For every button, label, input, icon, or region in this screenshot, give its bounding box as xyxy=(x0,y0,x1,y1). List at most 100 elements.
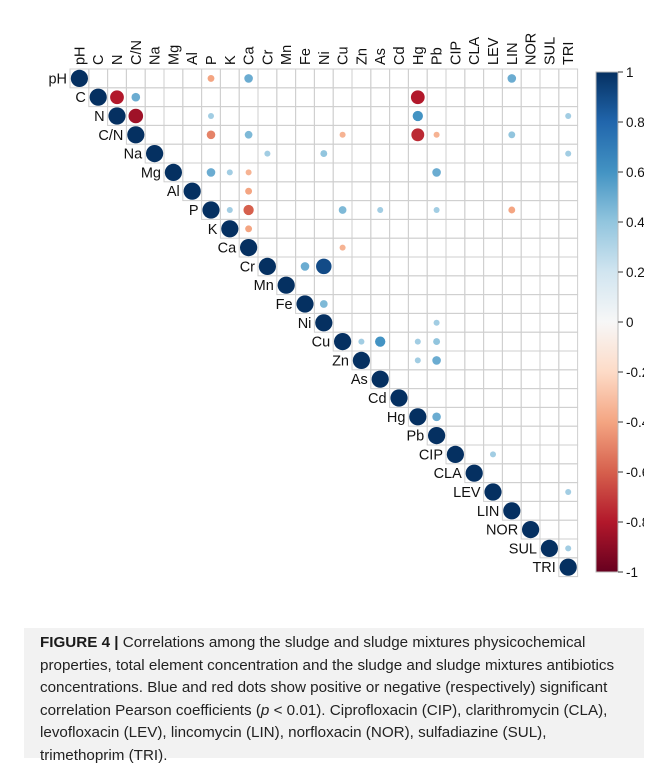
corr-dot-al-al xyxy=(183,182,201,200)
column-label-fe: Fe xyxy=(298,48,314,65)
corr-dot-k-ca xyxy=(245,225,253,233)
corr-dot-cu-cu xyxy=(334,333,352,351)
corr-dot-fe-ni xyxy=(319,300,328,308)
corr-dot-p-as xyxy=(377,206,384,214)
corr-dot-tri-tri xyxy=(559,558,577,576)
row-label-lin: LIN xyxy=(477,504,500,520)
corr-dot-cu-zn xyxy=(358,338,365,345)
corr-dot-na-cr xyxy=(264,150,271,157)
row-label-al: Al xyxy=(167,184,180,200)
corr-dot-lin-lin xyxy=(503,502,521,520)
colorbar-tick-label: -0.6 xyxy=(626,465,644,480)
colorbar-tick-label: -1 xyxy=(626,565,638,580)
corr-dot-p-p xyxy=(202,201,220,219)
row-label-tri: TRI xyxy=(532,560,555,576)
corr-dot-as-as xyxy=(371,370,389,388)
corr-dot-ca-cu xyxy=(339,244,346,251)
row-label-hg: Hg xyxy=(387,410,406,426)
corr-dot-cd-cd xyxy=(390,389,408,407)
colorbar-tick-label: 0.6 xyxy=(626,165,644,180)
colorbar-tick-label: 0 xyxy=(626,315,634,330)
corr-dot-zn-pb xyxy=(432,356,441,365)
column-label-sul: SUL xyxy=(542,37,558,65)
row-label-n: N xyxy=(94,109,104,125)
row-label-c-n: C/N xyxy=(98,128,123,144)
colorbar-tick-label: -0.2 xyxy=(626,365,644,380)
figure-caption: FIGURE 4 | Correlations among the sludge… xyxy=(40,632,630,767)
corr-dot-c-n-lin xyxy=(508,131,516,139)
row-label-mn: Mn xyxy=(254,278,274,294)
column-label-k: K xyxy=(223,55,239,65)
corr-dot-p-pb xyxy=(433,206,440,214)
corr-dot-mg-mg xyxy=(164,163,182,181)
column-label-cr: Cr xyxy=(260,50,276,65)
corr-dot-n-n xyxy=(108,107,126,125)
corr-dot-ph-lin xyxy=(507,74,517,83)
corr-dot-ca-ca xyxy=(240,239,258,257)
column-label-ph: pH xyxy=(72,46,88,65)
column-labels: pH C N C/N Na Mg Al P K Ca Cr Mn Fe Ni Cu Zn As Cd Hg Pb CIP… xyxy=(72,33,577,65)
colorbar-tick-label: 1 xyxy=(626,65,634,80)
caption-text-2: < 0.01). Ciprofloxacin (CIP), clarithrom… xyxy=(40,701,608,764)
corr-dot-cip-lev xyxy=(489,451,497,458)
corr-dot-lev-tri xyxy=(565,488,572,496)
corr-dot-n-hg xyxy=(412,110,423,122)
corr-dot-zn-zn xyxy=(352,351,370,369)
corr-dot-c-n-p xyxy=(206,130,216,140)
corr-dot-lev-lev xyxy=(484,483,502,501)
column-label-ni: Ni xyxy=(317,51,333,65)
corr-dot-p-lin xyxy=(508,206,516,214)
corr-dot-fe-fe xyxy=(296,295,314,313)
column-label-al: Al xyxy=(185,52,201,65)
corr-dot-p-cu xyxy=(338,206,347,214)
colorbar-gradient xyxy=(595,71,619,573)
corr-dot-cu-hg xyxy=(414,338,421,345)
row-label-ph: pH xyxy=(48,71,67,87)
column-label-p: P xyxy=(204,55,220,65)
corr-dot-c-c-n xyxy=(131,92,141,102)
colorbar-tick-label: 0.4 xyxy=(626,215,644,230)
column-label-mn: Mn xyxy=(279,45,295,65)
corr-dot-cr-fe xyxy=(300,262,310,271)
row-label-pb: Pb xyxy=(406,429,424,445)
column-label-n: N xyxy=(110,55,126,65)
corr-dot-ph-p xyxy=(207,74,215,82)
row-label-nor: NOR xyxy=(486,523,518,539)
corr-dot-na-ni xyxy=(320,150,328,158)
corr-dot-cu-as xyxy=(375,336,386,347)
corr-dot-na-na xyxy=(146,145,164,163)
row-label-ni: Ni xyxy=(298,316,312,332)
grid-layer xyxy=(69,68,579,578)
column-label-na: Na xyxy=(148,46,164,65)
row-label-mg: Mg xyxy=(141,165,161,181)
corr-dot-c-n-pb xyxy=(433,131,440,138)
corr-dot-hg-hg xyxy=(409,408,427,426)
row-label-c: C xyxy=(75,90,85,106)
row-label-cd: Cd xyxy=(368,391,387,407)
column-label-tri: TRI xyxy=(561,42,577,65)
row-label-cla: CLA xyxy=(434,466,463,482)
corr-dot-ph-ca xyxy=(244,74,253,83)
corr-dot-c-c xyxy=(89,88,107,106)
corr-dot-mn-mn xyxy=(277,276,295,294)
column-label-as: As xyxy=(373,48,389,65)
column-label-hg: Hg xyxy=(411,46,427,65)
corr-dot-n-c-n xyxy=(128,108,144,124)
colorbar-tick-label: -0.4 xyxy=(626,415,644,430)
corr-dot-sul-tri xyxy=(565,545,572,552)
corr-dot-pb-pb xyxy=(428,427,446,445)
corr-dot-mg-pb xyxy=(432,168,441,177)
corr-dot-n-tri xyxy=(565,112,572,120)
corr-dot-cu-pb xyxy=(433,338,441,346)
corr-dot-p-k xyxy=(226,206,233,214)
corr-dot-nor-nor xyxy=(522,521,540,539)
corr-dot-cr-ni xyxy=(316,258,332,275)
row-label-lev: LEV xyxy=(453,485,481,501)
corr-dot-sul-sul xyxy=(540,539,559,558)
column-label-cu: Cu xyxy=(336,46,352,65)
colorbar-tick-label: 0.8 xyxy=(626,115,644,130)
column-label-mg: Mg xyxy=(166,45,182,65)
row-label-zn: Zn xyxy=(332,353,349,369)
corr-dot-ph-ph xyxy=(70,69,88,87)
